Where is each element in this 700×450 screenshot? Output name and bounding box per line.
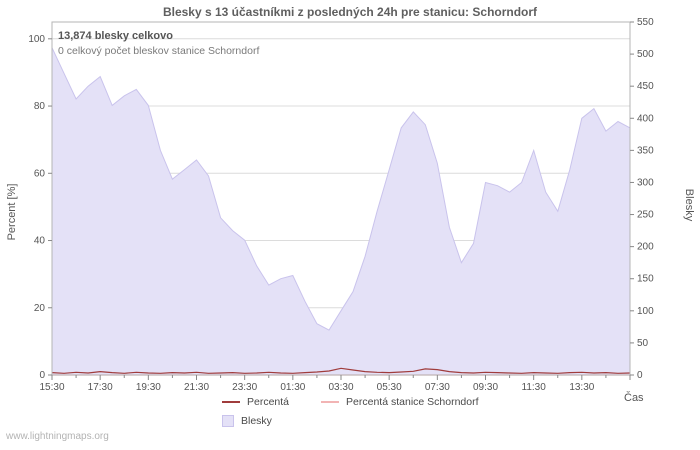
x-axis-tick-label: 13:30 (569, 382, 594, 393)
right-axis-tick-label: 250 (637, 210, 654, 221)
left-axis-tick-label: 0 (39, 370, 45, 381)
legend-label-station-percenta: Percentá stanice Schorndorf (346, 396, 479, 408)
left-axis-tick-label: 20 (34, 303, 46, 314)
legend-item-percenta: Percentá (222, 396, 289, 408)
x-axis-tick-label: 17:30 (88, 382, 113, 393)
left-axis-tick-label: 60 (34, 168, 46, 179)
right-axis-tick-label: 0 (637, 370, 643, 381)
right-axis-title: Blesky (683, 188, 695, 222)
left-axis-title: Percent [%] (6, 183, 18, 241)
station-percenta-line-swatch (321, 401, 340, 403)
page-title: Blesky s 13 účastníkmi z posledných 24h … (162, 5, 538, 19)
legend-label-blesky: Blesky (241, 415, 272, 427)
x-axis-tick-label: 11:30 (522, 382, 547, 393)
right-axis-tick-label: 100 (637, 306, 654, 317)
legend-row-area: Blesky (222, 415, 479, 427)
watermark-link[interactable]: www.lightningmaps.org (6, 431, 109, 442)
x-axis-title: Čas (624, 392, 644, 404)
x-axis-tick-label: 03:30 (328, 382, 353, 393)
right-axis-tick-label: 300 (637, 177, 654, 188)
right-axis-tick-label: 500 (637, 49, 654, 60)
x-axis-tick-label: 15:30 (39, 382, 64, 393)
legend: Percentá Percentá stanice Schorndorf Ble… (222, 396, 479, 434)
legend-item-station-percenta: Percentá stanice Schorndorf (321, 396, 479, 408)
percenta-line-swatch (222, 401, 240, 403)
blesky-area-swatch (222, 415, 234, 427)
left-axis-tick-label: 100 (28, 34, 45, 45)
x-axis-tick-label: 05:30 (377, 382, 402, 393)
right-axis-tick-label: 450 (637, 81, 654, 92)
station-total-annotation: 0 celkový počet bleskov stanice Schorndo… (58, 45, 260, 57)
right-axis-tick-label: 50 (637, 338, 649, 349)
right-axis-tick-label: 350 (637, 145, 654, 156)
line-series-percenta (51, 367, 631, 374)
x-axis-tick-label: 21:30 (184, 382, 209, 393)
blesky-area-series (51, 47, 631, 376)
right-axis-tick-label: 550 (637, 17, 654, 28)
right-axis-tick-label: 150 (637, 274, 654, 285)
x-axis-tick-label: 23:30 (232, 382, 257, 393)
left-axis-tick-label: 80 (34, 101, 46, 112)
legend-row-lines: Percentá Percentá stanice Schorndorf (222, 396, 479, 408)
total-strikes-annotation: 13,874 blesky celkovo (58, 30, 173, 42)
right-axis-tick-label: 400 (637, 113, 654, 124)
right-axis-tick-label: 200 (637, 242, 654, 253)
x-axis-tick-label: 09:30 (473, 382, 498, 393)
x-axis-tick-label: 01:30 (280, 382, 305, 393)
legend-label-percenta: Percentá (247, 396, 290, 408)
x-axis-tick-label: 19:30 (136, 382, 161, 393)
x-axis-tick-label: 07:30 (425, 382, 450, 393)
left-axis-tick-label: 40 (34, 236, 46, 247)
legend-item-blesky: Blesky (222, 415, 272, 427)
